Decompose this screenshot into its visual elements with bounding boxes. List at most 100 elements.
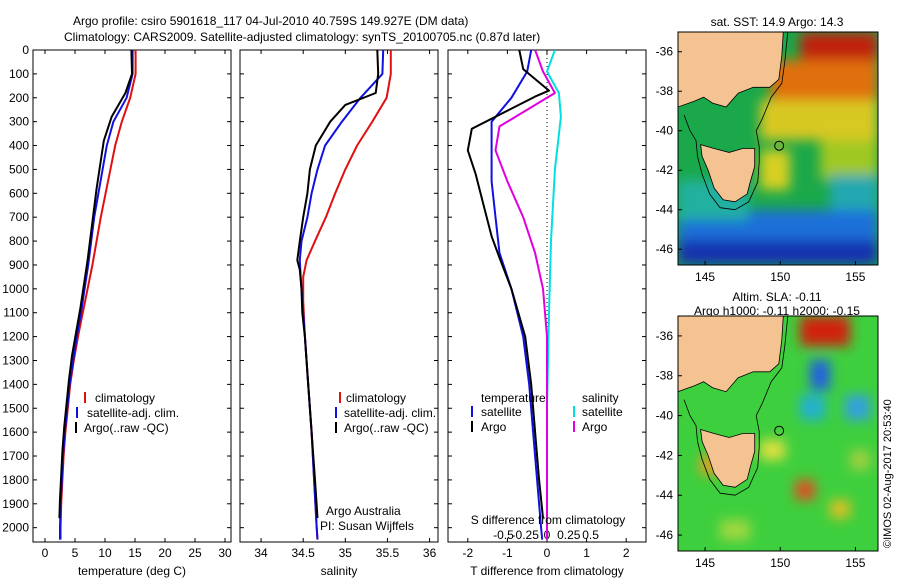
timestamp: ©IMOS 02-Aug-2017 20:53:40 <box>882 399 894 548</box>
temperature-xlabel: temperature (deg C) <box>78 564 186 578</box>
sst-map-title: sat. SST: 14.9 Argo: 14.3 <box>711 15 844 29</box>
map-y-tick-label: -40 <box>656 124 674 138</box>
difference-xlabel: T difference from climatology <box>470 564 624 578</box>
argo-position-marker <box>774 425 785 436</box>
legend-label-satellite: satellite-adj. clim. <box>87 406 179 420</box>
x-tick-label: 1 <box>583 546 590 560</box>
salinity-legend: climatology satellite-adj. clim. Argo(..… <box>335 391 436 435</box>
salinity-xlabel: salinity <box>321 564 358 578</box>
legend-label-t-argo: Argo <box>481 420 507 434</box>
map-x-tick-label: 150 <box>770 270 790 284</box>
map-y-tick-label: -42 <box>656 163 674 177</box>
bathymetry-contour <box>683 316 789 496</box>
y-tick-label: 200 <box>9 91 29 105</box>
x-tick-label: 35 <box>339 546 353 560</box>
x2-tick-label: -0.5 <box>493 528 514 542</box>
y-tick-label: 1600 <box>2 425 29 439</box>
y-tick-label: 1900 <box>2 497 29 511</box>
legend-label-climatology: climatology <box>346 391 406 405</box>
sla-map-overlay: 145 150 155 -36 -38 -40 -42 -44 -46 <box>656 315 879 570</box>
y-tick-label: 1700 <box>2 449 29 463</box>
legend-label-satellite: satellite-adj. clim. <box>344 406 436 420</box>
map-frame <box>677 315 879 552</box>
temperature-panel: 0100200300400500600700800900100011001200… <box>2 43 232 560</box>
difference-legend: temperature satellite Argo salinity sate… <box>471 391 623 434</box>
x-tick-label: 5 <box>72 546 79 560</box>
x-tick-label: 36 <box>423 546 437 560</box>
map-x-tick-label: 155 <box>845 556 865 570</box>
figure-title-line1: Argo profile: csiro 5901618_117 04-Jul-2… <box>73 14 468 28</box>
map-y-tick-label: -46 <box>656 242 674 256</box>
figure-title-line2: Climatology: CARS2009. Satellite-adjuste… <box>64 30 540 44</box>
y-tick-label: 1100 <box>3 306 29 320</box>
legend-label-t-satellite: satellite <box>481 405 522 419</box>
y-tick-label: 0 <box>22 43 29 57</box>
map-frame <box>677 31 879 266</box>
map-y-tick-label: -36 <box>656 329 674 343</box>
series-line-temperature-argo <box>466 50 550 519</box>
y-tick-label: 300 <box>9 115 29 129</box>
land-mainland <box>678 32 784 108</box>
x-tick-label: 15 <box>128 546 142 560</box>
legend-label-s-argo: Argo <box>582 420 608 434</box>
y-tick-label: 1400 <box>2 377 29 391</box>
x-tick-label: -2 <box>462 546 473 560</box>
y-tick-label: 700 <box>9 210 29 224</box>
x-tick-label: 0 <box>544 546 551 560</box>
series-line-temperature-satellite <box>490 50 544 540</box>
sst-map-overlay: 145 150 155 -36 -38 -40 -42 -44 -46 <box>656 31 879 284</box>
map-y-tick-label: -44 <box>656 488 674 502</box>
x-tick-label: 25 <box>188 546 202 560</box>
x-tick-label: 2 <box>623 546 630 560</box>
legend-label-argo: Argo(..raw -QC) <box>344 421 429 435</box>
x-tick-label: 30 <box>218 546 232 560</box>
series-line-salinity-argo <box>494 50 556 540</box>
map-y-tick-label: -38 <box>656 84 674 98</box>
y-tick-label: 1800 <box>2 473 29 487</box>
x-tick-label: -1 <box>502 546 513 560</box>
legend-label-climatology: climatology <box>95 391 155 405</box>
y-tick-label: 900 <box>9 258 29 272</box>
legend-title-salinity: salinity <box>582 391 619 405</box>
temperature-legend: climatology satellite-adj. clim. Argo(..… <box>75 391 179 435</box>
map-y-tick-label: -36 <box>656 45 674 59</box>
x2-tick-label: 0.25 <box>557 528 581 542</box>
salinity-axes <box>239 49 439 543</box>
temperature-axes <box>32 49 232 543</box>
map-x-tick-label: 150 <box>770 556 790 570</box>
x-tick-label: 34.5 <box>292 546 316 560</box>
x-tick-label: 0 <box>42 546 49 560</box>
series-line-argo-raw-qc <box>296 50 380 519</box>
map-y-tick-label: -44 <box>656 203 674 217</box>
map-x-tick-label: 145 <box>695 556 715 570</box>
y-tick-label: 2000 <box>2 521 29 535</box>
y-tick-label: 800 <box>9 234 29 248</box>
land-tasmania <box>700 428 756 488</box>
sla-map-title-line2: Argo h1000: -0.11 h2000: -0.15 <box>694 304 860 318</box>
argo-position-marker <box>774 140 785 151</box>
series-group <box>466 50 562 540</box>
land-mainland <box>678 316 784 393</box>
legend-title-temperature: temperature <box>481 391 546 405</box>
x-tick-label: 34 <box>254 546 268 560</box>
y-tick-label: 1500 <box>2 401 29 415</box>
x-tick-label: 35.5 <box>376 546 400 560</box>
map-x-tick-label: 155 <box>845 270 865 284</box>
x-tick-label: 20 <box>158 546 172 560</box>
x-tick-label: 10 <box>98 546 112 560</box>
legend-label-s-satellite: satellite <box>582 405 623 419</box>
series-group <box>58 50 137 540</box>
map-y-tick-label: -46 <box>656 528 674 542</box>
map-y-tick-label: -38 <box>656 369 674 383</box>
y-tick-label: 1200 <box>2 330 29 344</box>
map-x-tick-label: 145 <box>695 270 715 284</box>
series-line-argo-raw-qc <box>58 50 133 519</box>
salinity-annotation-line1: Argo Australia <box>326 504 401 518</box>
x2-tick-label: -0.25 <box>512 528 540 542</box>
legend-label-argo: Argo(..raw -QC) <box>84 421 169 435</box>
y-tick-label: 600 <box>9 186 29 200</box>
series-group <box>296 50 392 540</box>
bathymetry-contour <box>683 32 789 211</box>
